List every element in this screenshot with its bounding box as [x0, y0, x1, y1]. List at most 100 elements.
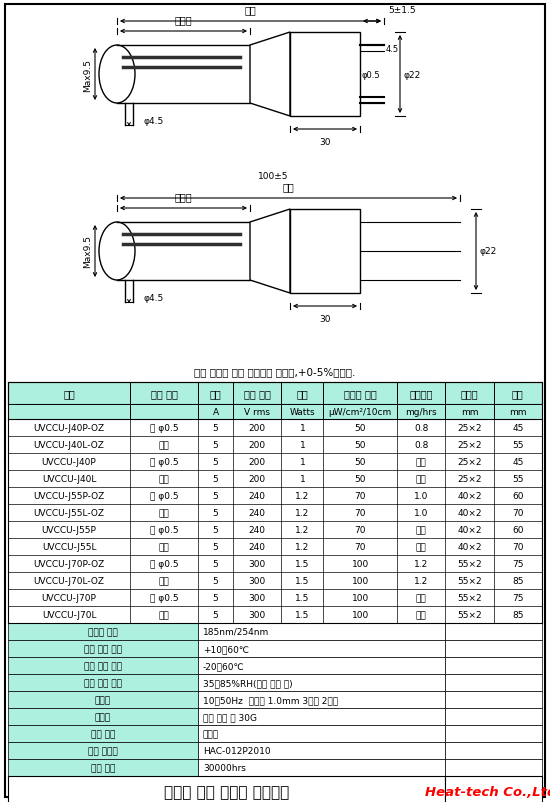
Text: 5: 5	[213, 440, 218, 449]
Ellipse shape	[99, 46, 135, 104]
Text: 85: 85	[512, 577, 524, 585]
Text: UVCCU-J55L-OZ: UVCCU-J55L-OZ	[34, 508, 104, 517]
Text: UVCCU-J70L: UVCCU-J70L	[42, 610, 96, 619]
Text: 55: 55	[512, 475, 524, 484]
Text: mm: mm	[509, 407, 526, 416]
Text: 핀 φ0.5: 핀 φ0.5	[150, 492, 178, 500]
Bar	[8, 708, 198, 725]
Text: 핀 φ0.5: 핀 φ0.5	[150, 457, 178, 467]
Text: 형식: 형식	[63, 388, 75, 399]
Text: 5: 5	[213, 610, 218, 619]
Bar	[446, 657, 542, 674]
Text: 50: 50	[355, 457, 366, 467]
Bar	[8, 404, 542, 419]
Bar	[198, 759, 446, 776]
Bar	[8, 623, 198, 640]
Text: UVCCU-J40P-OZ: UVCCU-J40P-OZ	[34, 423, 104, 432]
Bar	[198, 725, 446, 742]
Text: 5: 5	[213, 457, 218, 467]
Text: 75: 75	[512, 593, 524, 602]
Polygon shape	[290, 210, 360, 294]
Text: -20～60℃: -20～60℃	[203, 661, 244, 670]
Text: 70: 70	[512, 508, 524, 517]
Text: 100: 100	[351, 593, 369, 602]
Text: φ0.5: φ0.5	[362, 71, 381, 79]
Bar	[8, 383, 542, 404]
Text: 1.2: 1.2	[414, 577, 428, 585]
Text: 전장: 전장	[244, 5, 256, 15]
Text: 30: 30	[319, 314, 331, 323]
Bar	[198, 742, 446, 759]
Bar	[446, 674, 542, 691]
Text: 없음: 없음	[416, 542, 427, 551]
Text: 설계 수명: 설계 수명	[91, 763, 115, 772]
Text: 50: 50	[355, 440, 366, 449]
Text: 5: 5	[213, 593, 218, 602]
Text: 자연 낙하 약 30G: 자연 낙하 약 30G	[203, 712, 257, 721]
Bar	[8, 759, 198, 776]
Text: UVCCU-J70P-OZ: UVCCU-J70P-OZ	[34, 559, 104, 569]
Text: 5: 5	[213, 475, 218, 484]
Text: 전장: 전장	[512, 388, 524, 399]
Text: UVCCU-J55P-OZ: UVCCU-J55P-OZ	[34, 492, 104, 500]
Bar	[446, 623, 542, 640]
Text: 작동 습도 범위: 작동 습도 범위	[84, 678, 122, 687]
Text: 저장 온도 범위: 저장 온도 범위	[84, 661, 122, 670]
Bar	[8, 776, 446, 802]
Text: +10～60℃: +10～60℃	[203, 644, 249, 653]
Text: 300: 300	[249, 559, 266, 569]
Text: 1.2: 1.2	[295, 508, 310, 517]
Text: 1.5: 1.5	[295, 559, 310, 569]
Text: A: A	[212, 407, 218, 416]
Text: 1: 1	[299, 475, 305, 484]
Bar	[8, 657, 198, 674]
Text: 핀 φ0.5: 핀 φ0.5	[150, 525, 178, 534]
Text: 1.2: 1.2	[295, 542, 310, 551]
Text: 100: 100	[351, 577, 369, 585]
Text: 200: 200	[249, 457, 266, 467]
Text: 40×2: 40×2	[458, 525, 482, 534]
Bar	[8, 555, 542, 573]
Text: 전선: 전선	[158, 508, 169, 517]
Text: 55×2: 55×2	[457, 577, 482, 585]
Text: mg/hrs: mg/hrs	[405, 407, 437, 416]
Text: 제품 공차는 유리 제품이기 때문에,+0-5%입니다.: 제품 공차는 유리 제품이기 때문에,+0-5%입니다.	[194, 367, 356, 376]
Text: HAC-012P2010: HAC-012P2010	[203, 746, 271, 755]
Text: 300: 300	[249, 593, 266, 602]
Bar	[8, 573, 542, 589]
Text: 55×2: 55×2	[457, 593, 482, 602]
Text: 점등 방식: 점등 방식	[91, 729, 115, 738]
Text: 1.2: 1.2	[414, 559, 428, 569]
Bar	[198, 640, 446, 657]
Text: φ4.5: φ4.5	[143, 294, 163, 303]
Bar	[8, 725, 198, 742]
Bar	[8, 488, 542, 504]
Text: 없음: 없음	[416, 610, 427, 619]
Text: μW/cm²/10cm: μW/cm²/10cm	[328, 407, 392, 416]
Bar	[446, 742, 542, 759]
Bar	[8, 419, 542, 436]
Text: 0.8: 0.8	[414, 423, 428, 432]
Text: 50: 50	[355, 423, 366, 432]
Text: 45: 45	[512, 457, 524, 467]
Text: 1.0: 1.0	[414, 508, 428, 517]
Text: 40×2: 40×2	[458, 492, 482, 500]
Text: 발광장: 발광장	[461, 388, 478, 399]
Text: 1.5: 1.5	[295, 593, 310, 602]
Text: 핀 φ0.5: 핀 φ0.5	[150, 593, 178, 602]
Text: 5±1.5: 5±1.5	[388, 6, 416, 15]
Text: Max9.5: Max9.5	[83, 59, 92, 91]
Text: 100: 100	[351, 559, 369, 569]
Text: Heat-tech Co.,Ltd.: Heat-tech Co.,Ltd.	[426, 785, 550, 799]
Text: 없음: 없음	[416, 475, 427, 484]
Text: 70: 70	[512, 542, 524, 551]
Text: 240: 240	[249, 492, 266, 500]
Bar	[8, 640, 198, 657]
Bar	[446, 691, 542, 708]
Text: 300: 300	[249, 577, 266, 585]
Text: UVCCU-J55P: UVCCU-J55P	[42, 525, 97, 534]
Text: Max9.5: Max9.5	[83, 235, 92, 268]
Polygon shape	[290, 33, 360, 117]
Bar	[198, 657, 446, 674]
Bar	[8, 471, 542, 488]
